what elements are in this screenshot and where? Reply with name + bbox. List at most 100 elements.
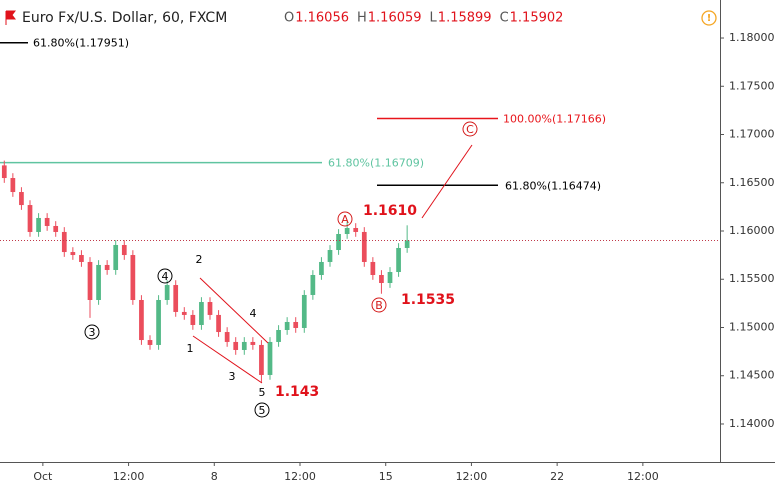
y-tick-label: 1.17000 [729, 128, 775, 141]
candle-body [53, 225, 59, 232]
candle-body [233, 341, 239, 350]
candle-body [61, 231, 67, 253]
candle-body [190, 314, 196, 325]
candle-body [36, 217, 41, 232]
wave-label: 4 [250, 307, 257, 320]
wave-label: 2 [196, 253, 203, 266]
y-tick-label: 1.17500 [729, 79, 775, 92]
candle-body [327, 250, 333, 262]
fib-levels: 61.80%(1.17951) 100.00%(1.17166) 61.80%(1.… [0, 37, 606, 192]
fib-level-label: 100.00%(1.17166) [503, 112, 606, 125]
x-tick-label: 12:00 [627, 470, 659, 483]
candle-body [361, 231, 367, 262]
symbol-flag [5, 10, 16, 25]
candle-body [156, 299, 161, 345]
wave-label: 3 [229, 370, 236, 383]
wave-label: C [466, 123, 474, 136]
header-key: C [500, 11, 509, 26]
wave-label: B [375, 299, 383, 312]
x-tick-label: 8 [211, 470, 218, 483]
header-value: 1.15902 [510, 11, 564, 26]
x-tick-label: Oct [33, 470, 53, 483]
wave-circle [371, 297, 387, 313]
candle-body [113, 244, 119, 270]
candle-body [79, 255, 84, 262]
candle-body [199, 302, 204, 325]
fib-level-label: 61.80%(1.16709) [328, 157, 424, 170]
header-ohlc: O 1.16056 H 1.16059 L 1.15899 C 1.15902 [284, 11, 563, 26]
candle-body [216, 314, 221, 333]
x-tick-label: 12:00 [113, 470, 145, 483]
candle-body [396, 247, 401, 273]
candle-body [284, 321, 290, 330]
warning-icon[interactable] [701, 10, 717, 26]
header-value: 1.16059 [368, 11, 422, 26]
candle-body [27, 205, 33, 232]
candle-body [104, 264, 110, 270]
candle-body [87, 261, 93, 300]
candle-body [353, 228, 359, 232]
x-tick-label: 15 [379, 470, 393, 483]
candle-body [387, 272, 393, 284]
price-note: 1.143 [275, 384, 319, 400]
candle-body [344, 228, 350, 234]
wave-circle [157, 268, 173, 284]
candle-body [259, 344, 264, 375]
wave-label: 1 [187, 342, 194, 355]
candle-body [224, 332, 230, 342]
candle-body [96, 264, 101, 300]
wave-circle [462, 121, 478, 137]
candle-body [404, 240, 410, 248]
wave-label: 3 [89, 326, 96, 339]
y-tick-label: 1.16000 [729, 224, 775, 237]
candle-body [164, 285, 170, 300]
x-tick-label: 12:00 [456, 470, 488, 483]
candle-body [147, 340, 153, 345]
candle-body [139, 299, 144, 341]
fib-level-label: 61.80%(1.16474) [505, 179, 601, 192]
candle-body [173, 285, 179, 312]
y-tick-label: 1.14500 [729, 369, 775, 382]
header-key: O [284, 11, 294, 26]
candle-body [19, 192, 24, 206]
projection-line [421, 144, 473, 219]
header-key: H [357, 11, 367, 26]
y-tick-label: 1.16500 [729, 176, 775, 189]
candle-body [1, 165, 7, 179]
candle-body [241, 341, 247, 350]
x-tick-label: 22 [550, 470, 564, 483]
price-note: 1.1535 [401, 292, 455, 308]
y-tick-label: 1.15500 [729, 272, 775, 285]
y-tick-label: 1.18000 [729, 31, 775, 44]
wedge-upper [199, 277, 269, 344]
candle-body [310, 275, 316, 295]
candle-body [370, 261, 376, 275]
wave-label: 4 [162, 270, 169, 283]
candles [1, 160, 410, 383]
candle-body [121, 244, 127, 256]
wave-label: 5 [259, 404, 266, 417]
candle-body [319, 261, 324, 275]
candle-body [70, 252, 76, 256]
wave-circle [337, 211, 353, 227]
fib-level-label: 61.80%(1.17951) [33, 37, 129, 50]
candle-body [276, 330, 281, 342]
candle-body [336, 233, 341, 251]
wave-circle [254, 402, 270, 418]
candle-body [130, 255, 136, 300]
candle-body [207, 302, 213, 315]
candle-body [10, 178, 16, 193]
y-tick-label: 1.15000 [729, 320, 775, 333]
x-tick-label: 12:00 [284, 470, 316, 483]
candle-body [293, 321, 299, 328]
candle-body [44, 217, 50, 226]
warning-icon-mark[interactable]: ! [707, 13, 712, 24]
candle-body [301, 294, 307, 328]
candle-body [267, 341, 273, 375]
wave-circle [84, 324, 100, 340]
wave-label: 5 [259, 386, 266, 399]
price-note: 1.1610 [363, 203, 417, 219]
candle-body [379, 275, 384, 284]
